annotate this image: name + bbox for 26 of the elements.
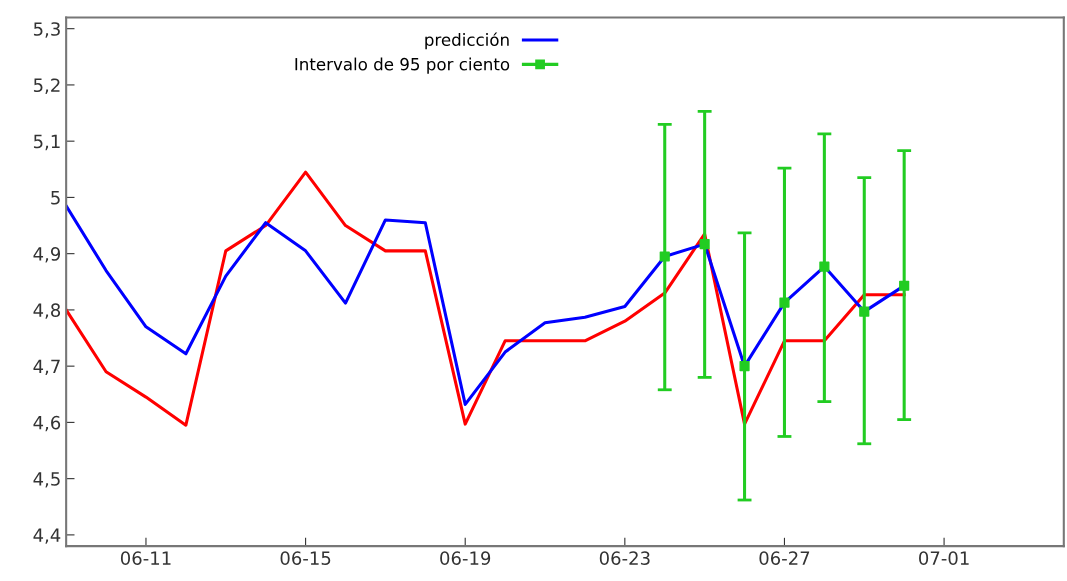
y-tick-label: 5,1 — [33, 134, 60, 151]
y-tick-label: 4,4 — [33, 528, 61, 544]
y-tick-label: 4,8 — [33, 303, 61, 319]
y-tick-label: 4,5 — [33, 472, 60, 488]
x-tick-label: 06-27 — [759, 551, 810, 565]
y-tick-label: 5 — [51, 191, 60, 205]
point — [819, 261, 830, 272]
point — [859, 306, 870, 317]
point — [699, 239, 710, 250]
x-tick-label: 06-15 — [280, 551, 331, 565]
x-tick-label: 06-11 — [120, 551, 171, 565]
point — [779, 297, 790, 308]
y-tick-label: 4,9 — [33, 247, 61, 263]
line-series — [66, 170, 906, 427]
y-tick-label: 4,6 — [33, 415, 61, 432]
y-tick-label: 5,2 — [33, 78, 60, 94]
point — [739, 361, 750, 372]
y-tick-label: 5,3 — [33, 22, 60, 38]
legend-label: predicción — [425, 32, 509, 50]
legend-label: Intervalo de 95 por ciento — [295, 57, 510, 74]
x-tick-label: 06-19 — [440, 551, 491, 565]
point — [659, 251, 670, 262]
y-tick-label: 4,7 — [33, 359, 60, 376]
x-tick-label: 07-01 — [919, 551, 969, 565]
x-tick-label: 06-23 — [599, 551, 650, 565]
point — [899, 280, 910, 291]
